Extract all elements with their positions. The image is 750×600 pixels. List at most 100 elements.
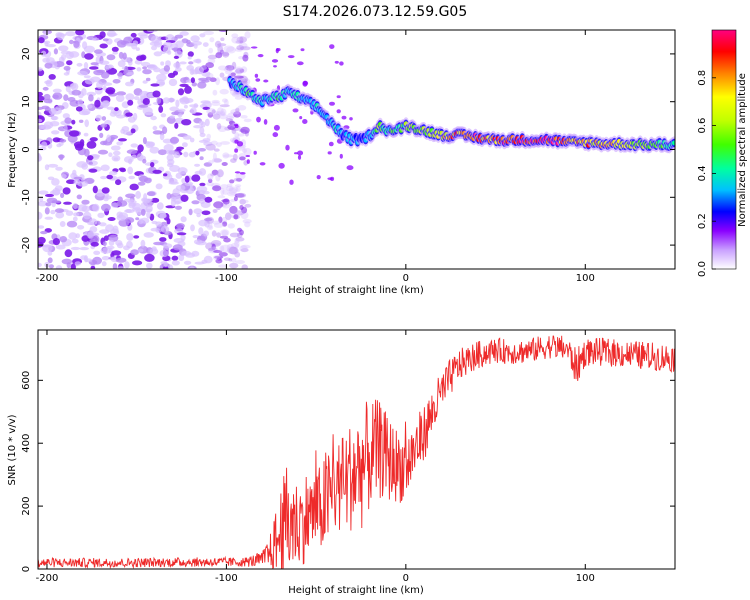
noise-blob [158,105,164,113]
noise-blob [116,91,127,96]
noise-blob [204,196,213,203]
noise-blob [173,62,181,69]
noise-blob [126,72,135,76]
noise-blob [193,125,203,129]
noise-blob [207,54,217,60]
noise-blob [63,201,72,205]
noise-blob [213,222,224,228]
noise-blob [226,243,235,252]
noise-blob [205,143,216,151]
noise-blob [240,211,249,220]
noise-blob [77,225,85,230]
noise-blob [216,169,224,178]
noise-blob [59,154,64,161]
noise-blob [273,65,277,68]
snr-series-line [38,335,675,569]
noise-blob [218,264,228,268]
noise-blob [237,227,242,232]
noise-blob [48,74,56,80]
noise-blob [234,139,239,144]
noise-blob [294,152,298,155]
noise-blob [59,221,66,227]
noise-blob [222,152,230,159]
noise-blob [203,230,209,237]
noise-blob [212,220,221,225]
noise-blob [237,133,245,137]
noise-blob [128,60,133,66]
noise-blob [166,192,172,200]
noise-blob [133,96,140,101]
noise-blob [194,163,201,167]
noise-blob [63,65,71,71]
noise-blob [199,156,204,161]
noise-blob [150,83,160,87]
noise-blob [235,68,244,74]
noise-blob [207,173,214,181]
x-tick-label: 0 [403,273,409,284]
noise-blob [40,230,48,235]
noise-blob [76,194,83,200]
noise-blob [167,264,174,269]
noise-blob [222,204,230,209]
noise-blob [302,80,308,87]
noise-blob [336,109,341,114]
noise-blob [219,112,226,116]
noise-blob [222,221,228,227]
noise-blob [229,262,239,269]
noise-blob [256,116,261,123]
noise-blob [47,257,53,264]
snr-marks [38,335,675,569]
noise-blob [236,45,245,51]
noise-blob [158,81,165,86]
noise-blob [259,162,266,166]
noise-blob [224,99,229,107]
noise-blob [239,199,249,204]
noise-blob [86,104,93,109]
noise-blob [225,65,235,71]
noise-blob [208,47,214,54]
noise-blob [176,223,185,229]
noise-blob [244,203,252,208]
noise-blob [77,99,84,107]
noise-blob [38,37,45,44]
colorbar-label: Normalized spectral amplitude [737,73,748,227]
noise-blob [38,225,45,229]
noise-blob [180,216,187,223]
noise-blob [55,265,63,269]
spectrogram-y-label: Frequency (Hz) [7,112,18,188]
noise-blob [137,144,144,153]
snr-y-label: SNR (10 * v/v) [7,414,18,485]
noise-blob [235,40,244,44]
noise-blob [239,46,251,51]
noise-blob [235,186,241,192]
noise-blob [88,94,94,102]
noise-blob [38,236,46,244]
noise-blob [126,233,134,241]
noise-blob [242,219,252,224]
noise-blob [40,124,52,130]
noise-blob [341,115,347,120]
noise-blob [70,246,81,251]
noise-blob [191,200,200,205]
noise-blob [232,153,238,161]
noise-blob [197,81,207,89]
spectrogram-x-label: Height of straight line (km) [288,285,424,296]
noise-blob [115,94,125,103]
noise-blob [213,110,220,118]
noise-blob [240,248,249,253]
noise-blob [95,114,103,121]
noise-blob [109,170,118,176]
noise-blob [38,95,45,102]
noise-blob [60,192,65,198]
noise-blob [225,65,232,69]
noise-blob [233,111,242,118]
noise-blob [98,60,110,65]
noise-blob [135,217,140,221]
noise-blob [169,106,179,112]
noise-blob [220,229,230,237]
noise-blob [94,99,101,108]
noise-blob [152,90,161,98]
noise-blob [136,67,142,72]
noise-blob [65,85,71,93]
noise-blob [222,51,230,58]
